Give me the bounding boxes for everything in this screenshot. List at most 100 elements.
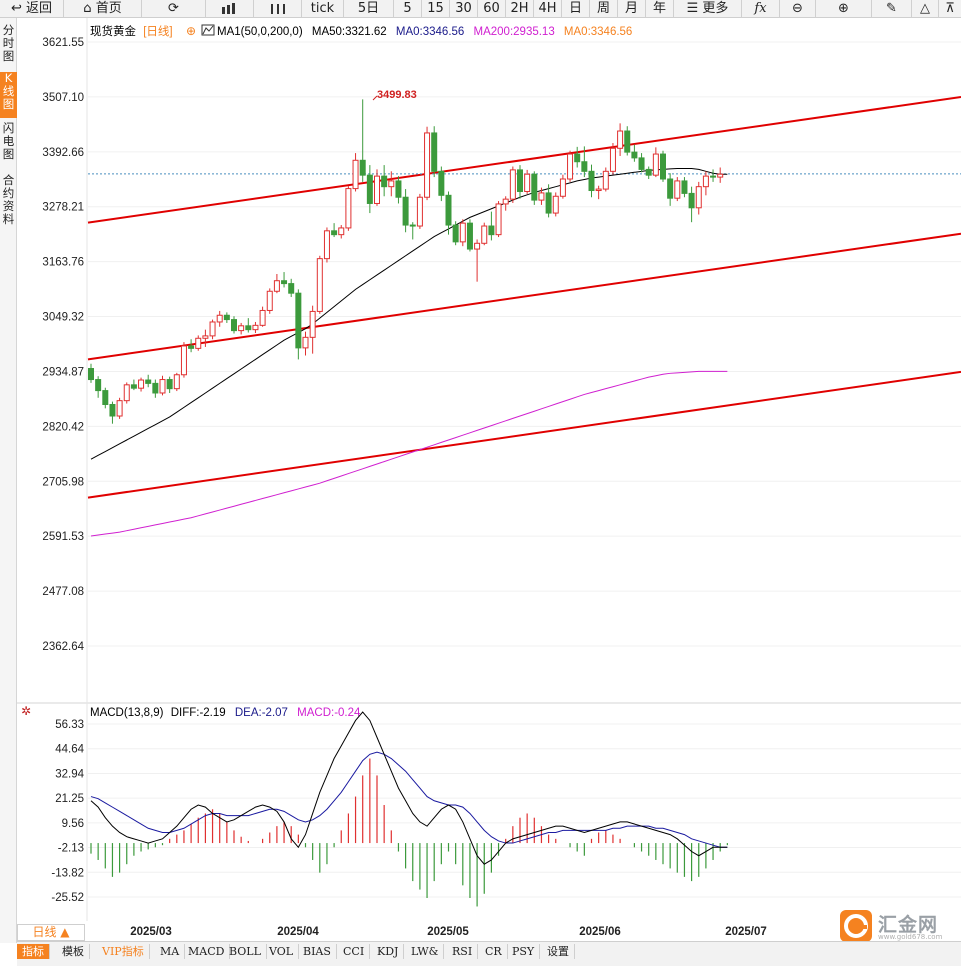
five-day-button[interactable]: 5日 [344,0,394,18]
high-marker [372,95,378,101]
candle-body [188,345,195,349]
sidebar-item-kline[interactable]: K线图 [0,72,17,118]
candle-body [702,175,709,188]
candle-body [359,159,366,176]
candle-body [602,170,609,190]
macd-settings-icon[interactable]: ✲ [21,704,31,718]
trend-line [87,95,961,224]
home-button[interactable]: ⌂ 首页 [64,0,142,18]
macd-tick-label: 56.33 [55,719,84,731]
candle-body [302,336,309,349]
tab-lw[interactable]: LW& [406,944,445,959]
candle-body [488,225,495,236]
sidebar-item-flash[interactable]: 闪电图 [2,121,15,161]
period-15-button[interactable]: 15 [422,0,450,18]
candle-body [688,192,695,209]
candle-body [180,345,187,376]
draw-button[interactable]: ✎ [872,0,912,18]
tab-psy[interactable]: PSY [507,944,541,959]
dea-line [90,751,728,848]
indicator-icon[interactable] [201,24,215,36]
ohlc-chart-button[interactable] [254,0,302,18]
tab-ma[interactable]: MA [155,944,186,959]
formula-button[interactable]: fx [742,0,780,18]
candle-body [409,224,416,227]
candlestick-icon [221,2,235,14]
macd-tick-label: 32.94 [55,768,84,780]
tab-boll[interactable]: BOLL [224,944,267,959]
candle-body [667,178,674,199]
tab-bias[interactable]: BIAS [298,944,337,959]
period-4h-button[interactable]: 4H [534,0,562,18]
settings-icon[interactable]: ⊕ [186,24,196,38]
period-60-button[interactable]: 60 [478,0,506,18]
candle-body [374,175,380,204]
candle-body [424,132,431,198]
tab-templates[interactable]: 模板 [57,944,90,959]
tab-vip-indicators[interactable]: VIP指标 [97,944,150,959]
sidebar-item-contract[interactable]: 合约资料 [2,173,15,226]
pencil-icon: ✎ [886,1,897,16]
tab-vol[interactable]: VOL [264,944,300,959]
period-2h-button[interactable]: 2H [506,0,534,18]
candle-body [123,384,130,402]
macd-value: MACD:-0.24 [297,707,361,719]
candle-body [231,319,237,332]
candlestick-chart-button[interactable] [206,0,254,18]
candle-body [517,169,523,192]
candle-body [481,225,488,244]
diff-line [90,711,728,865]
period-year-button[interactable]: 年 [646,0,674,18]
zoom-out-button[interactable]: ⊖ [780,0,816,18]
tab-cr[interactable]: CR [480,944,508,959]
time-tick-label: 2025/06 [579,926,621,938]
price-tick-label: 3278.21 [42,202,84,214]
tab-kdj[interactable]: KDJ [372,944,405,959]
tab-macd[interactable]: MACD [183,944,231,959]
candle-body [316,258,323,312]
candle-body [495,203,502,236]
more-button[interactable]: ☰ 更多 [674,0,742,18]
candle-body [660,153,666,180]
tab-settings[interactable]: 设置 [542,944,575,959]
period-day-button[interactable]: 日 [562,0,590,18]
tab-indicators[interactable]: 指标 [17,944,50,959]
candle-body [524,173,531,192]
candle-body [309,310,316,338]
tab-rsi[interactable]: RSI [447,944,479,959]
tab-cci[interactable]: CCI [338,944,371,959]
triangle-icon: △ [920,1,930,16]
svg-text:MA1(50,0,200,0) MA50:3321.: MA1(50,0,200,0) MA50:3321.62 MA0:3346.56… [217,26,632,38]
period-week-button[interactable]: 周 [590,0,618,18]
period-selector[interactable]: 日线 ▲ [17,924,85,941]
candle-body [631,151,638,159]
candle-body [545,192,552,214]
time-tick-label: 2025/03 [130,926,172,938]
candle-body [295,292,302,349]
period-5-button[interactable]: 5 [394,0,422,18]
period-month-button[interactable]: 月 [618,0,646,18]
tick-button[interactable]: tick [302,0,344,18]
candle-body [288,283,295,294]
svg-text:现货黄金 [日线]: 现货黄金 [日线] [90,24,173,38]
candle-body [252,324,259,331]
tool-a-button[interactable]: △ [912,0,939,18]
tool-b-button[interactable]: ⊼ [939,0,961,18]
candle-body [202,335,209,339]
macd-tick-label: 44.64 [55,744,84,756]
candle-body [402,196,409,226]
zoom-in-button[interactable]: ⊕ [816,0,872,18]
period-30-button[interactable]: 30 [450,0,478,18]
candle-body [88,368,94,381]
back-button[interactable]: ↩ 返回 [0,0,64,18]
period-tag: [日线] [143,24,172,38]
candle-body [416,196,423,227]
candle-body [152,382,159,394]
candle-body [381,175,388,188]
candlesticks [88,95,724,424]
sidebar-item-timeshare[interactable]: 分时图 [2,23,15,63]
candle-body [624,130,631,153]
candle-body [259,309,266,326]
refresh-button[interactable]: ⟳ [142,0,206,18]
